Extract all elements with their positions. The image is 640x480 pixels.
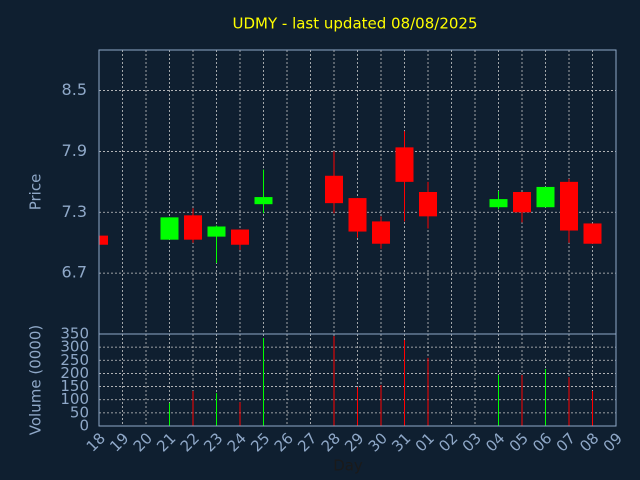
candle-body	[254, 197, 273, 205]
candle-body	[99, 235, 108, 245]
candle-body	[184, 215, 202, 240]
volume-axis-label: Volume (0000)	[27, 325, 45, 435]
candle-body	[536, 186, 555, 208]
y-tick-label: 7.9	[62, 141, 87, 160]
volume-tick-label: 300	[60, 338, 89, 356]
volume-tick-label: 200	[60, 364, 89, 382]
y-tick-label: 8.5	[62, 80, 87, 99]
x-axis-label: Day	[333, 457, 363, 475]
candle-body	[207, 226, 226, 237]
volume-tick-label: 250	[60, 351, 89, 369]
candle-body	[395, 147, 414, 182]
y-tick-label: 6.7	[62, 263, 87, 282]
volume-tick-label: 50	[70, 403, 89, 421]
volume-tick-label: 0	[79, 417, 89, 435]
candle-body	[231, 229, 249, 245]
candle-body	[513, 192, 531, 213]
volume-tick-label: 150	[60, 377, 89, 395]
candle-body	[560, 181, 578, 231]
chart-title: UDMY - last updated 08/08/2025	[232, 15, 477, 33]
candle-body	[419, 192, 437, 217]
candle-body	[160, 217, 179, 240]
y-axis-label: Price	[27, 174, 45, 211]
volume-tick-label: 350	[60, 325, 89, 343]
y-tick-label: 7.3	[62, 202, 87, 221]
candle-body	[372, 221, 390, 244]
candle-body	[325, 175, 343, 204]
candle-body	[489, 199, 508, 208]
candle-body	[348, 198, 367, 232]
candle-body	[583, 223, 602, 244]
volume-frame	[98, 333, 617, 427]
volume-tick-label: 100	[60, 390, 89, 408]
